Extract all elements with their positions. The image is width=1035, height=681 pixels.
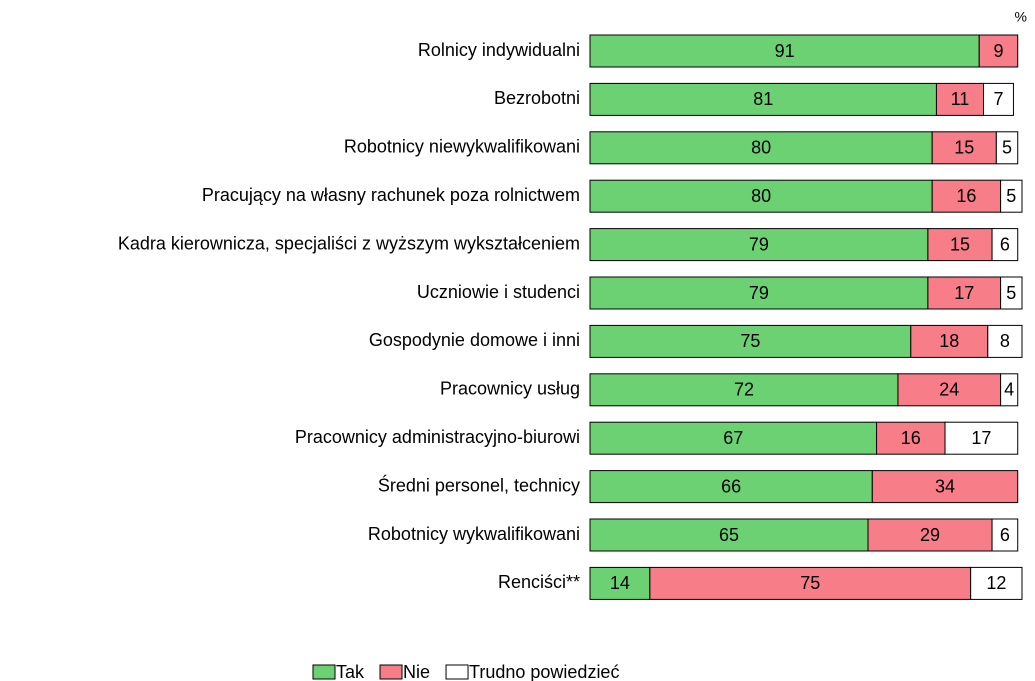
value-label: 24	[939, 380, 959, 400]
bar-segment	[589, 421, 878, 455]
bar-segment	[978, 34, 1019, 68]
category-label: Robotnicy wykwalifikowani	[368, 524, 580, 544]
bar-segment	[931, 131, 997, 165]
value-label: 80	[751, 138, 771, 158]
legend-swatch	[312, 664, 336, 680]
bar-segment	[987, 324, 1023, 358]
value-label: 66	[721, 476, 741, 496]
bar-segment	[1000, 373, 1019, 407]
bar-segment	[910, 324, 989, 358]
value-label: 29	[920, 525, 940, 545]
value-label: 5	[1006, 186, 1016, 206]
bar-segment	[876, 421, 946, 455]
legend-label: Nie	[403, 662, 430, 681]
value-label: 15	[954, 138, 974, 158]
bar-segment	[589, 373, 899, 407]
value-label: 81	[753, 89, 773, 109]
value-label: 79	[749, 283, 769, 303]
bar-segment	[589, 324, 912, 358]
bar-segment	[1000, 276, 1023, 310]
value-label: 7	[993, 89, 1003, 109]
value-label: 79	[749, 234, 769, 254]
value-label: 11	[951, 89, 970, 109]
value-label: 91	[775, 41, 795, 61]
value-label: 16	[956, 186, 976, 206]
legend-label: Tak	[336, 662, 365, 681]
bar-segment	[995, 131, 1019, 165]
category-label: Renciści**	[498, 572, 580, 592]
value-label: 6	[1000, 234, 1010, 254]
value-label: 65	[719, 525, 739, 545]
value-label: 5	[1006, 283, 1016, 303]
legend-swatch	[445, 664, 469, 680]
bar-segment	[589, 276, 929, 310]
bar-segment	[944, 421, 1019, 455]
value-label: 6	[1000, 525, 1010, 545]
bar-segment	[1000, 179, 1023, 213]
category-label: Pracownicy usług	[440, 379, 580, 399]
category-label: Bezrobotni	[494, 88, 580, 108]
value-label: 16	[901, 428, 921, 448]
bar-segment	[589, 131, 933, 165]
bar-segment	[867, 518, 993, 552]
legend-swatch	[379, 664, 403, 680]
value-label: 17	[971, 428, 991, 448]
value-label: 12	[986, 573, 1006, 593]
bar-segment	[897, 373, 1002, 407]
category-label: Pracownicy administracyjno-biurowi	[295, 427, 580, 447]
bar-segment	[589, 228, 929, 262]
value-label: 34	[935, 476, 955, 496]
category-label: Kadra kierownicza, specjaliści z wyższym…	[118, 233, 580, 253]
value-label: 18	[939, 331, 959, 351]
value-label: 14	[610, 573, 630, 593]
value-label: 80	[751, 186, 771, 206]
category-label: Gospodynie domowe i inni	[369, 330, 580, 350]
bar-segment	[927, 276, 1002, 310]
category-label: Pracujący na własny rachunek poza rolnic…	[202, 185, 580, 205]
value-label: 72	[734, 380, 754, 400]
value-label: 5	[1002, 138, 1012, 158]
value-label: 4	[1004, 380, 1014, 400]
legend-label: Trudno powiedzieć	[469, 662, 619, 681]
bar-segment	[991, 228, 1019, 262]
bar-segment	[589, 179, 933, 213]
bar-segment	[649, 566, 972, 600]
bar-segment	[991, 518, 1019, 552]
bar-segment	[589, 34, 980, 68]
value-label: 67	[723, 428, 743, 448]
bar-segment	[871, 470, 1019, 504]
value-label: 9	[993, 41, 1003, 61]
value-label: 15	[950, 234, 970, 254]
category-label: Średni personel, technicy	[378, 474, 580, 495]
value-label: 75	[800, 573, 820, 593]
bar-segment	[927, 228, 993, 262]
category-label: Robotnicy niewykwalifikowani	[344, 137, 580, 157]
bar-segment	[589, 82, 937, 116]
bar-segment	[931, 179, 1002, 213]
bar-segment	[970, 566, 1023, 600]
category-label: Uczniowie i studenci	[417, 282, 580, 302]
value-label: 75	[740, 331, 760, 351]
unit-label: %	[1015, 9, 1027, 25]
value-label: 17	[954, 283, 974, 303]
category-label: Rolnicy indywidualni	[418, 40, 580, 60]
value-label: 8	[1000, 331, 1010, 351]
bar-segment	[983, 82, 1014, 116]
